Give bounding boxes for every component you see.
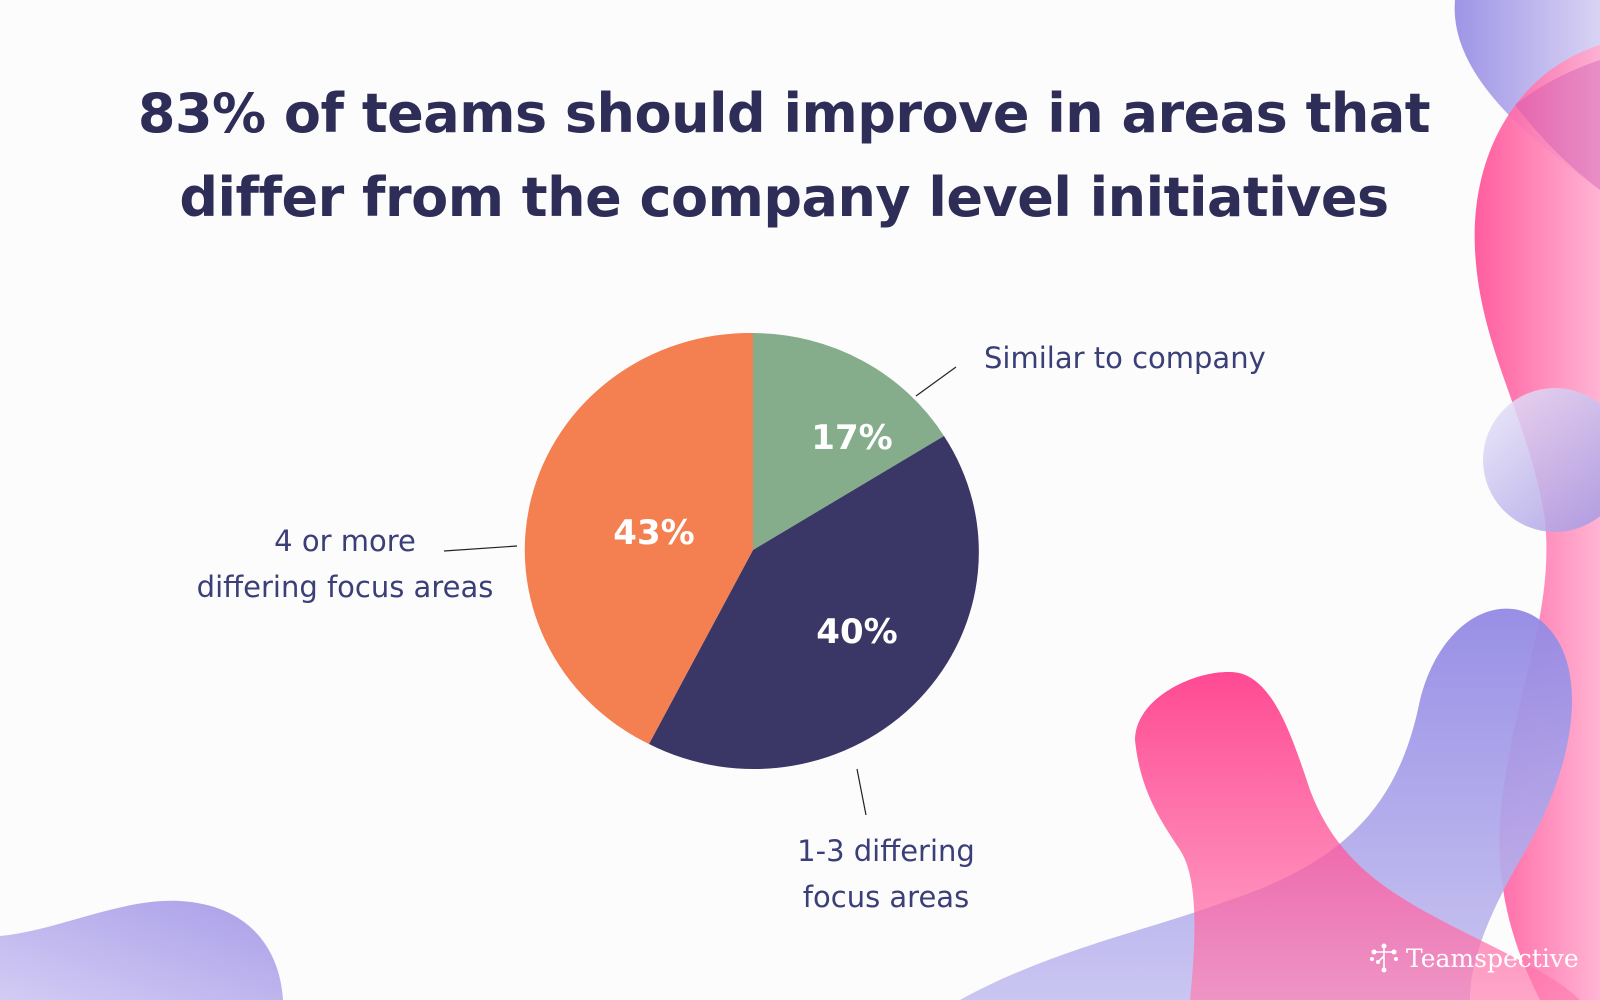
label-one-to-three-line-1: 1-3 differing	[797, 834, 975, 868]
label-four-or-more: 4 or more differing focus areas	[170, 518, 520, 610]
brand-name: Teamspective	[1406, 943, 1579, 973]
label-one-to-three-line-2: focus areas	[802, 880, 970, 914]
leader-line-four-more	[443, 545, 518, 552]
value-label-four-more: 43%	[613, 513, 695, 553]
label-similar-to-company: Similar to company	[984, 341, 1266, 375]
leader-line-similar	[915, 366, 957, 397]
brand-logo: Teamspective	[1368, 942, 1579, 974]
label-four-or-more-line-2: differing focus areas	[196, 570, 494, 604]
pie-slices	[524, 332, 979, 769]
leader-line-one-three	[856, 768, 867, 816]
label-four-or-more-line-1: 4 or more	[274, 524, 416, 558]
value-label-similar: 17%	[811, 418, 893, 458]
slice-4-or-more[interactable]	[524, 332, 753, 744]
label-one-to-three: 1-3 differing focus areas	[750, 828, 1022, 920]
teamspective-logo-icon	[1370, 943, 1398, 973]
value-label-one-three: 40%	[816, 612, 898, 652]
chart-title: 83% of teams should improve in areas tha…	[0, 72, 1568, 240]
title-line-2: differ from the company level initiative…	[179, 166, 1389, 229]
slice-1-3-differing[interactable]	[649, 436, 979, 769]
slice-similar-to-company[interactable]	[753, 333, 944, 550]
title-line-1: 83% of teams should improve in areas tha…	[137, 82, 1431, 145]
